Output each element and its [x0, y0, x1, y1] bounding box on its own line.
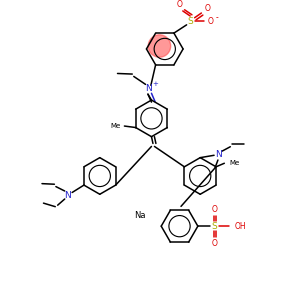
- Circle shape: [148, 35, 171, 57]
- Text: O: O: [205, 4, 211, 13]
- Text: O: O: [212, 205, 218, 214]
- Text: Me: Me: [110, 123, 120, 129]
- Text: N: N: [215, 150, 222, 159]
- Text: OH: OH: [235, 222, 246, 231]
- Text: -: -: [216, 13, 219, 22]
- Text: Na: Na: [134, 211, 146, 220]
- Text: N: N: [145, 84, 152, 93]
- Text: S: S: [211, 222, 217, 231]
- Text: S: S: [187, 17, 193, 26]
- Text: O: O: [207, 17, 213, 26]
- Text: +: +: [152, 80, 158, 86]
- Text: O: O: [177, 0, 183, 9]
- Text: Me: Me: [230, 160, 240, 166]
- Text: N: N: [64, 191, 71, 200]
- Text: O: O: [212, 239, 218, 248]
